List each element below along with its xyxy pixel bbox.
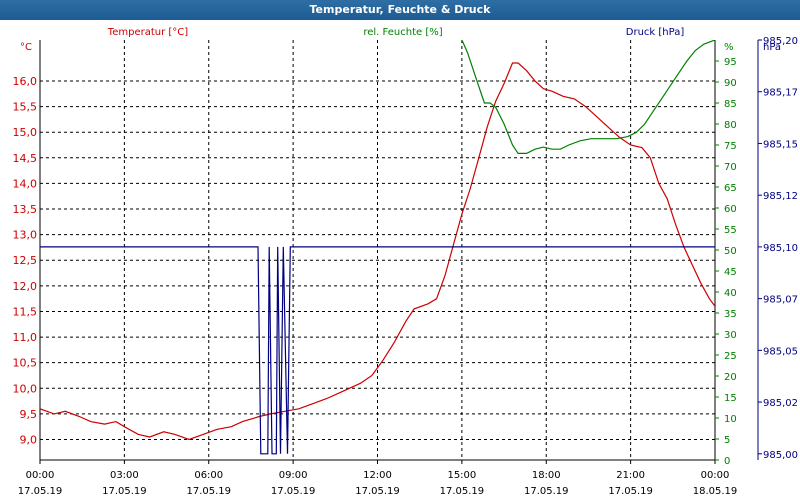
humidity-unit-label: % <box>724 42 734 53</box>
x-tick-time: 06:00 <box>194 470 223 481</box>
pressure-tick-label: 985,17 <box>763 88 798 99</box>
temperature-tick-label: 13,0 <box>13 229 38 242</box>
humidity-tick-label: 85 <box>724 99 737 110</box>
temperature-tick-label: 12,5 <box>13 254 38 267</box>
humidity-tick-label: 50 <box>724 246 737 257</box>
x-tick-time: 00:00 <box>26 470 55 481</box>
temperature-tick-label: 9,0 <box>20 434 38 447</box>
humidity-tick-label: 45 <box>724 267 737 278</box>
temperature-tick-label: 14,5 <box>13 152 38 165</box>
temperature-tick-label: 12,0 <box>13 280 38 293</box>
temperature-unit-label: °C <box>20 42 32 53</box>
temperature-tick-label: 10,0 <box>13 382 38 395</box>
humidity-tick-label: 65 <box>724 183 737 194</box>
x-tick-date: 17.05.19 <box>102 486 147 497</box>
temperature-tick-label: 14,0 <box>13 177 38 190</box>
series-line-humidity <box>461 40 715 154</box>
humidity-tick-label: 95 <box>724 57 737 68</box>
humidity-tick-label: 40 <box>724 288 737 299</box>
series-line-pressure <box>40 246 715 455</box>
pressure-tick-label: 985,07 <box>763 295 798 306</box>
humidity-tick-label: 80 <box>724 120 737 131</box>
x-tick-date: 17.05.19 <box>186 486 231 497</box>
temperature-axis-label: Temperatur [°C] <box>107 27 188 38</box>
humidity-tick-label: 70 <box>724 162 737 173</box>
x-tick-time: 18:00 <box>532 470 561 481</box>
temperature-tick-label: 11,5 <box>13 305 38 318</box>
temperature-tick-label: 15,5 <box>13 101 38 114</box>
temperature-tick-label: 15,0 <box>13 126 38 139</box>
pressure-tick-label: 985,00 <box>763 450 798 461</box>
x-tick-date: 18.05.19 <box>693 486 738 497</box>
chart-title: Temperatur, Feuchte & Druck <box>0 0 800 20</box>
humidity-tick-label: 60 <box>724 204 737 215</box>
x-tick-date: 17.05.19 <box>440 486 485 497</box>
x-tick-date: 17.05.19 <box>271 486 316 497</box>
x-tick-time: 00:00 <box>701 470 730 481</box>
pressure-tick-label: 985,15 <box>763 139 798 150</box>
humidity-tick-label: 35 <box>724 309 737 320</box>
temperature-tick-label: 13,5 <box>13 203 38 216</box>
humidity-tick-label: 20 <box>724 372 737 383</box>
temperature-tick-label: 10,5 <box>13 357 38 370</box>
pressure-unit-label: hPa <box>763 42 781 53</box>
x-tick-time: 12:00 <box>363 470 392 481</box>
x-tick-time: 15:00 <box>447 470 476 481</box>
pressure-tick-label: 985,10 <box>763 243 798 254</box>
x-tick-date: 17.05.19 <box>18 486 63 497</box>
pressure-tick-label: 985,20 <box>763 36 798 47</box>
humidity-tick-label: 15 <box>724 393 737 404</box>
series-line-temperature <box>40 62 715 441</box>
humidity-tick-label: 0 <box>724 456 730 467</box>
humidity-tick-label: 30 <box>724 330 737 341</box>
temperature-tick-label: 9,5 <box>20 408 38 421</box>
temperature-tick-label: 11,0 <box>13 331 38 344</box>
x-tick-time: 21:00 <box>616 470 645 481</box>
pressure-tick-label: 985,12 <box>763 191 798 202</box>
humidity-tick-label: 25 <box>724 351 737 362</box>
humidity-tick-label: 5 <box>724 435 730 446</box>
pressure-axis-label: Druck [hPa] <box>626 27 685 38</box>
pressure-tick-label: 985,02 <box>763 398 798 409</box>
x-tick-time: 03:00 <box>110 470 139 481</box>
humidity-tick-label: 55 <box>724 225 737 236</box>
pressure-tick-label: 985,05 <box>763 346 798 357</box>
chart-canvas: Temperatur [°C] rel. Feuchte [%] Druck [hP… <box>13 27 799 497</box>
temperature-tick-label: 16,0 <box>13 75 38 88</box>
humidity-tick-label: 90 <box>724 78 737 89</box>
x-tick-date: 17.05.19 <box>355 486 400 497</box>
humidity-tick-label: 75 <box>724 141 737 152</box>
x-tick-date: 17.05.19 <box>608 486 653 497</box>
x-tick-time: 09:00 <box>279 470 308 481</box>
humidity-tick-label: 10 <box>724 414 737 425</box>
humidity-axis-label: rel. Feuchte [%] <box>363 27 442 38</box>
x-tick-date: 17.05.19 <box>524 486 569 497</box>
